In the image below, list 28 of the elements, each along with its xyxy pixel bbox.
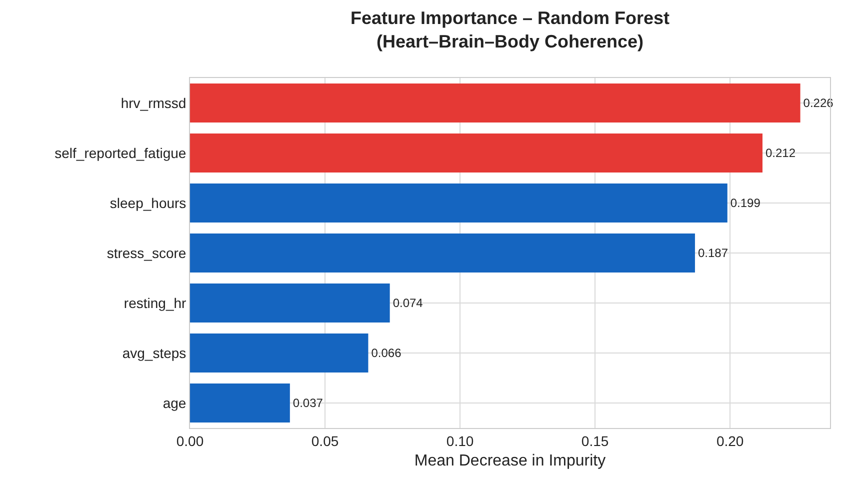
y-tick-label: hrv_rmssd [120,94,186,111]
x-tick-label: 0.20 [716,432,744,449]
y-tick-label: avg_steps [122,344,186,361]
bar [190,384,290,422]
x-tick-label: 0.05 [311,432,339,449]
data-label: 0.187 [698,246,728,260]
data-label: 0.212 [765,146,796,160]
data-label: 0.074 [392,296,424,310]
bar [190,84,800,122]
y-tick-label: age [162,394,186,411]
y-tick-label: sleep_hours [110,194,186,211]
data-label: 0.226 [803,96,834,110]
data-label: 0.066 [371,346,402,360]
x-tick-label: 0.10 [446,432,474,449]
y-tick-label: stress_score [106,244,186,261]
x-tick-label: 0.15 [581,432,609,449]
bar [190,134,762,172]
bar [190,334,368,372]
chart-title: Feature Importance – Random Forest (Heart–Brain–Body Coherence) [350,8,670,52]
x-axis-title: Mean Decrease in Impurity [414,452,606,470]
y-tick-label: resting_hr [124,294,187,311]
bar [190,234,695,272]
data-label: 0.199 [730,196,761,210]
bar [190,184,728,222]
x-tick-label: 0.00 [176,432,204,449]
bar [190,284,390,322]
data-label: 0.037 [292,396,324,410]
y-tick-label: self_reported_fatigue [54,144,186,161]
